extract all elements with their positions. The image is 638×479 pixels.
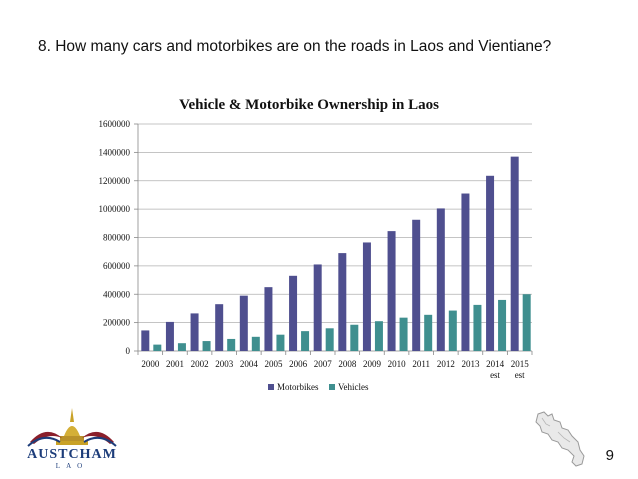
- y-tick-label: 400000: [103, 289, 131, 299]
- bar-vehicles-2007: [325, 328, 334, 351]
- logo-name: AUSTCHAM: [27, 447, 117, 462]
- bar-motorbikes-2002: [190, 313, 199, 351]
- x-tick-label: 2001: [166, 359, 184, 369]
- bar-motorbikes-2012: [436, 208, 445, 351]
- slide-heading: 8. How many cars and motorbikes are on t…: [38, 38, 552, 55]
- bar-vehicles-2009: [374, 321, 383, 351]
- bar-vehicles-2004: [251, 336, 260, 351]
- y-tick-label: 800000: [103, 233, 131, 243]
- y-tick-label: 0: [126, 346, 131, 356]
- x-tick-label: 2002: [191, 359, 209, 369]
- y-tick-label: 1200000: [99, 176, 131, 186]
- y-tick-label: 1000000: [99, 204, 131, 214]
- x-tick-label: 2006: [289, 359, 308, 369]
- x-tick-label: 2012: [437, 359, 455, 369]
- wing-right-icon: [82, 431, 117, 447]
- legend-swatch-vehicles: [329, 384, 335, 390]
- bar-motorbikes-2003: [215, 304, 224, 351]
- x-tick-label: est: [490, 370, 500, 380]
- bar-motorbikes-2011: [412, 219, 421, 351]
- bar-motorbikes-2009: [362, 242, 371, 351]
- bar-motorbikes-2013: [461, 193, 470, 351]
- x-tick-label: 2004: [240, 359, 259, 369]
- bar-motorbikes-2008: [338, 253, 347, 351]
- y-tick-label: 600000: [103, 261, 131, 271]
- bar-vehicles-2002: [202, 341, 211, 351]
- x-tick-label: 2008: [338, 359, 357, 369]
- x-tick-label: 2014: [486, 359, 505, 369]
- bar-vehicles-2015-est: [522, 294, 531, 351]
- x-tick-label: 2013: [461, 359, 480, 369]
- bar-vehicles-2013: [473, 304, 482, 351]
- bar-motorbikes-2010: [387, 231, 396, 351]
- stupa-icon: [56, 408, 88, 445]
- bar-vehicles-2014-est: [498, 299, 507, 351]
- x-tick-label: 2009: [363, 359, 382, 369]
- y-tick-label: 1400000: [99, 147, 131, 157]
- bar-motorbikes-2015-est: [510, 156, 519, 351]
- legend-label-vehicles: Vehicles: [338, 382, 369, 392]
- x-tick-label: 2007: [314, 359, 333, 369]
- bar-motorbikes-2007: [313, 264, 322, 351]
- page-number: 9: [605, 447, 614, 464]
- legend-swatch-motorbikes: [268, 384, 274, 390]
- bar-motorbikes-2006: [289, 275, 298, 351]
- x-tick-label: 2011: [412, 359, 430, 369]
- chart-title: Vehicle & Motorbike Ownership in Laos: [179, 97, 439, 113]
- x-tick-label: 2000: [141, 359, 160, 369]
- bar-motorbikes-2004: [239, 295, 248, 351]
- wing-left-icon: [27, 431, 62, 447]
- bar-vehicles-2008: [350, 324, 359, 351]
- bar-vehicles-2005: [276, 334, 285, 351]
- laos-map-icon: [535, 411, 585, 467]
- x-tick-label: 2003: [215, 359, 234, 369]
- austcham-logo: AUSTCHAM LAO: [27, 408, 117, 470]
- legend-label-motorbikes: Motorbikes: [277, 382, 319, 392]
- bar-vehicles-2003: [227, 338, 236, 351]
- x-tick-label: 2015: [511, 359, 530, 369]
- bar-motorbikes-2014-est: [486, 175, 495, 351]
- y-tick-label: 200000: [103, 318, 131, 328]
- bar-vehicles-2006: [301, 331, 310, 351]
- bar-vehicles-2001: [177, 343, 186, 351]
- bar-motorbikes-2000: [141, 330, 150, 351]
- x-tick-label: est: [515, 370, 525, 380]
- logo-sub: LAO: [56, 462, 88, 470]
- bar-vehicles-2011: [424, 314, 433, 351]
- bar-vehicles-2012: [448, 310, 457, 351]
- x-tick-label: 2005: [264, 359, 283, 369]
- bar-motorbikes-2001: [165, 321, 174, 351]
- bar-motorbikes-2005: [264, 287, 273, 351]
- bar-vehicles-2010: [399, 317, 408, 351]
- y-tick-label: 1600000: [99, 119, 131, 129]
- bar-vehicles-2000: [153, 344, 162, 351]
- x-tick-label: 2010: [388, 359, 407, 369]
